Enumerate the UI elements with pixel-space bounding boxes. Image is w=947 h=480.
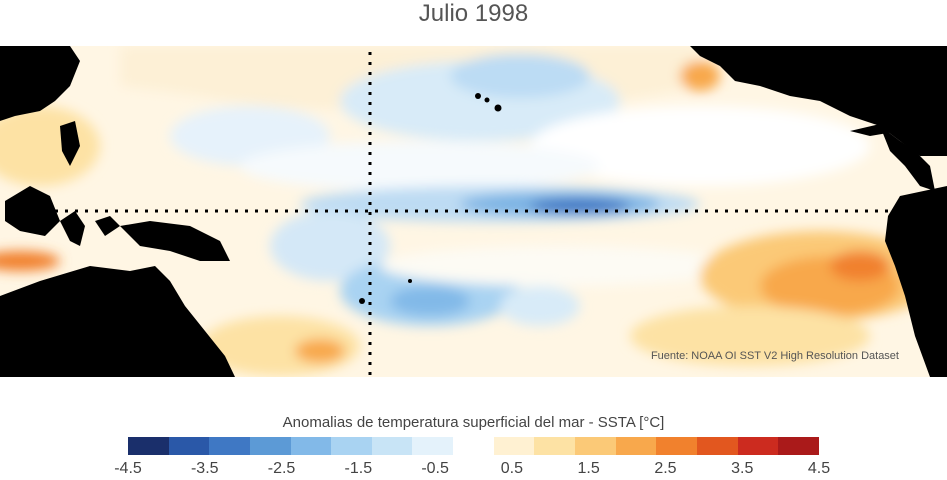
- colorbar-segment: [249, 437, 291, 455]
- land-asia: [0, 46, 80, 121]
- source-credit: Fuente: NOAA OI SST V2 High Resolution D…: [650, 350, 899, 362]
- colorbar-tick-label: -0.5: [421, 460, 449, 477]
- colorbar-tick-label: 1.5: [577, 460, 600, 477]
- sst-anomaly-map: [0, 46, 947, 377]
- colorbar-tick-label: -2.5: [267, 460, 296, 477]
- land-philippines: [60, 121, 80, 166]
- colorbar-segment: [696, 437, 738, 455]
- map-title: Julio 1998: [418, 0, 529, 27]
- colorbar-title: Anomalias de temperatura superficial del…: [282, 414, 665, 431]
- colorbar-segment: [778, 437, 819, 455]
- land-hawaii: [475, 93, 481, 99]
- colorbar-segment: [128, 437, 169, 455]
- land-islands: [95, 216, 120, 236]
- colorbar-segment: [168, 437, 210, 455]
- land-central-america: [880, 126, 935, 191]
- colorbar-segment: [493, 437, 535, 455]
- land-new-guinea: [120, 221, 230, 261]
- colorbar-labels: -4.5 -3.5 -2.5 -1.5 -0.5 0.5 1.5 2.5 3.5 4.5: [114, 460, 830, 480]
- land-south-america: [885, 186, 947, 377]
- land-sulawesi: [60, 211, 85, 246]
- colorbar-segment: [737, 437, 779, 455]
- colorbar-segment: [209, 437, 250, 455]
- colorbar-segment: [575, 437, 616, 455]
- colorbar-segment: [371, 437, 413, 455]
- colorbar-tick-label: 2.5: [654, 460, 677, 477]
- colorbar-tick-label: -4.5: [114, 460, 142, 477]
- colorbar-segment: [331, 437, 372, 455]
- colorbar-tick-label: 3.5: [731, 460, 754, 477]
- grid-lines: [55, 52, 895, 377]
- land-australia: [0, 266, 235, 377]
- colorbar-tick-label: 0.5: [500, 460, 523, 477]
- colorbar-segment: [290, 437, 332, 455]
- land-masses: [0, 46, 947, 377]
- colorbar-tick-label: -1.5: [344, 460, 373, 477]
- land-caribbean: [850, 124, 900, 136]
- colorbar-segment: [412, 437, 454, 455]
- colorbar-tick-label: -3.5: [190, 460, 219, 477]
- colorbar-segment: [453, 437, 494, 455]
- anomaly-field: [0, 46, 940, 376]
- colorbar-segment: [534, 437, 576, 455]
- land-borneo: [5, 186, 60, 236]
- colorbar: [128, 437, 819, 455]
- land-north-america: [690, 46, 947, 156]
- colorbar-segment: [656, 437, 697, 455]
- colorbar-tick-label: 4.5: [807, 460, 831, 477]
- colorbar-segment: [615, 437, 657, 455]
